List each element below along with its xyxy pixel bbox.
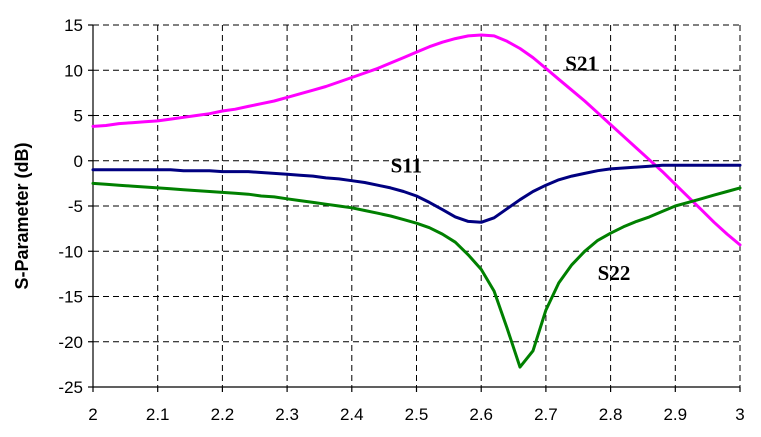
x-tick-label: 2.3 — [275, 405, 299, 424]
y-tick-label: 10 — [64, 61, 83, 80]
series-line-s11 — [91, 163, 742, 224]
x-tick-label: 2.1 — [146, 405, 170, 424]
series-lines — [91, 33, 742, 369]
x-tick-label: 2.2 — [211, 405, 235, 424]
y-tick-label: 0 — [74, 152, 83, 171]
x-tick-label: 2.7 — [534, 405, 558, 424]
y-tick-label: 5 — [74, 107, 83, 126]
axes — [88, 24, 741, 392]
series-annotations: S21 S11 S22 — [391, 51, 631, 285]
series-label-s11: S11 — [391, 154, 423, 178]
x-tick-label: 2.9 — [663, 405, 687, 424]
x-tick-labels: 2 2.1 2.2 2.3 2.4 2.5 2.6 2.7 2.8 2.9 3 — [88, 405, 744, 424]
x-tick-label: 2 — [88, 405, 97, 424]
x-tick-label: 3 — [735, 405, 744, 424]
x-tick-label: 2.6 — [469, 405, 493, 424]
y-tick-label: -10 — [58, 242, 83, 261]
y-axis-label: S-Parameter (dB) — [12, 142, 32, 289]
series-line-s22 — [91, 181, 742, 369]
grid-lines — [93, 24, 741, 387]
y-tick-label: -15 — [58, 288, 83, 307]
series-label-s22: S22 — [598, 261, 631, 285]
x-tick-label: 2.8 — [599, 405, 623, 424]
y-tick-label: 15 — [64, 16, 83, 35]
y-tick-label: -20 — [58, 333, 83, 352]
x-tick-label: 2.5 — [405, 405, 429, 424]
series-line-s21 — [91, 33, 742, 247]
y-tick-label: -5 — [68, 197, 83, 216]
y-tick-labels: -25 -20 -15 -10 -5 0 5 10 15 — [58, 16, 83, 397]
x-tick-label: 2.4 — [340, 405, 364, 424]
y-tick-label: -25 — [58, 378, 83, 397]
series-label-s21: S21 — [565, 51, 598, 75]
